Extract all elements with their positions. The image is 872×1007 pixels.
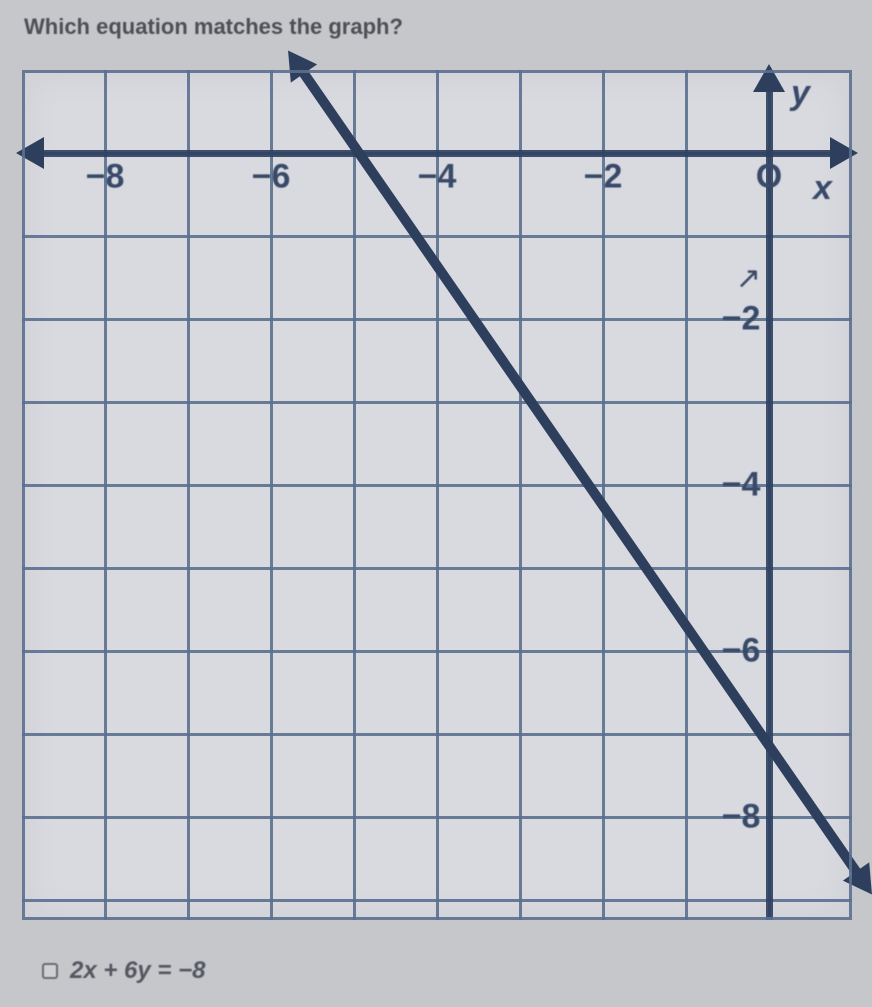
x-axis [22,150,852,157]
cursor-icon: ↖ [736,261,761,296]
answer-option[interactable]: 2x + 6y = −8 [42,957,205,985]
grid-line-vertical [436,70,439,920]
x-tick-label: −4 [418,158,457,197]
x-tick-label: −8 [86,158,125,197]
x-tick-label: −6 [252,158,291,197]
y-tick-label: −4 [722,466,761,505]
x-axis-arrow-left-icon [16,137,44,169]
grid-line-horizontal [22,235,852,238]
coordinate-graph: y x −8 −6 −4 −2 O −2 −4 −6 −8 ↖ [22,70,852,920]
grid-line-vertical [270,70,273,920]
grid-line-horizontal [22,401,852,404]
x-axis-arrow-right-icon [830,137,858,169]
grid-line-horizontal [22,567,852,570]
x-axis-label: x [813,169,832,208]
grid-line-vertical [187,70,190,920]
x-tick-label: −2 [584,158,623,197]
grid-line-vertical [519,70,522,920]
grid-line-horizontal [22,733,852,736]
y-axis [766,70,773,920]
grid-line-horizontal [22,899,852,902]
radio-unchecked-icon[interactable] [42,963,58,979]
y-axis-label: y [791,74,810,113]
x-tick-label: O [756,158,782,197]
grid-line-vertical [353,70,356,920]
grid-line-vertical [104,70,107,920]
y-axis-arrow-up-icon [753,64,785,92]
option-label: 2x + 6y = −8 [70,957,205,985]
grid-line-vertical [685,70,688,920]
y-tick-label: −2 [722,300,761,339]
y-tick-label: −6 [722,632,761,671]
question-text: Which equation matches the graph? [24,14,403,40]
y-tick-label: −8 [722,798,761,837]
